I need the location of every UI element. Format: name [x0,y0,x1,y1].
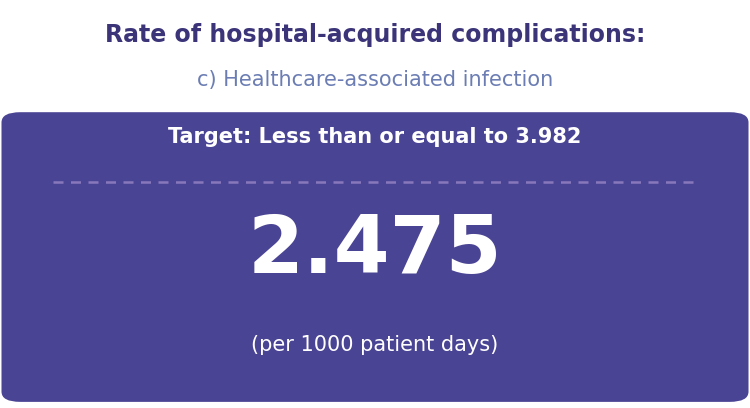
FancyBboxPatch shape [2,112,748,402]
Text: Target: Less than or equal to 3.982: Target: Less than or equal to 3.982 [168,126,582,147]
Text: 2.475: 2.475 [248,212,502,290]
Text: (per 1000 patient days): (per 1000 patient days) [251,335,499,355]
Text: c) Healthcare-associated infection: c) Healthcare-associated infection [196,69,553,90]
Text: Rate of hospital-acquired complications:: Rate of hospital-acquired complications: [105,23,645,47]
